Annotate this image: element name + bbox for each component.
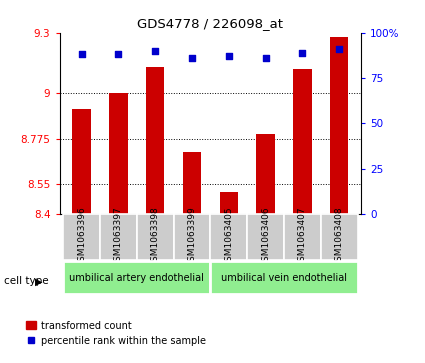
Point — [299, 50, 306, 56]
Text: GSM1063399: GSM1063399 — [187, 207, 196, 267]
Text: GSM1063407: GSM1063407 — [298, 207, 307, 267]
Bar — [247, 214, 284, 260]
Point — [115, 52, 122, 57]
Bar — [183, 152, 201, 214]
Bar — [210, 261, 357, 294]
Bar — [146, 67, 164, 214]
Point — [78, 52, 85, 57]
Point — [152, 48, 159, 54]
Bar — [173, 214, 210, 260]
Bar — [72, 109, 91, 214]
Bar — [100, 214, 137, 260]
Legend: transformed count, percentile rank within the sample: transformed count, percentile rank withi… — [26, 321, 206, 346]
Point — [225, 53, 232, 59]
Bar — [63, 214, 100, 260]
Bar — [210, 214, 247, 260]
Point — [262, 55, 269, 61]
Text: GSM1063406: GSM1063406 — [261, 207, 270, 267]
Text: umbilical artery endothelial: umbilical artery endothelial — [69, 273, 204, 283]
Bar — [220, 192, 238, 214]
Text: cell type: cell type — [4, 276, 49, 286]
Bar — [293, 69, 312, 214]
Text: GSM1063398: GSM1063398 — [151, 207, 160, 267]
Text: umbilical vein endothelial: umbilical vein endothelial — [221, 273, 347, 283]
Point — [336, 46, 343, 52]
Title: GDS4778 / 226098_at: GDS4778 / 226098_at — [137, 17, 283, 30]
Text: GSM1063408: GSM1063408 — [334, 207, 344, 267]
Text: GSM1063396: GSM1063396 — [77, 207, 86, 267]
Bar — [330, 37, 348, 214]
Text: GSM1063397: GSM1063397 — [114, 207, 123, 267]
Text: GSM1063405: GSM1063405 — [224, 207, 233, 267]
Bar — [284, 214, 321, 260]
Point — [189, 55, 196, 61]
Bar — [137, 214, 173, 260]
Text: ▶: ▶ — [35, 276, 42, 286]
Bar — [256, 134, 275, 214]
Bar — [109, 93, 128, 214]
Bar — [321, 214, 357, 260]
Bar — [63, 261, 210, 294]
